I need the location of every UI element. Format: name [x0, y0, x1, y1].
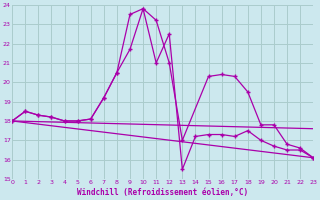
- X-axis label: Windchill (Refroidissement éolien,°C): Windchill (Refroidissement éolien,°C): [77, 188, 248, 197]
